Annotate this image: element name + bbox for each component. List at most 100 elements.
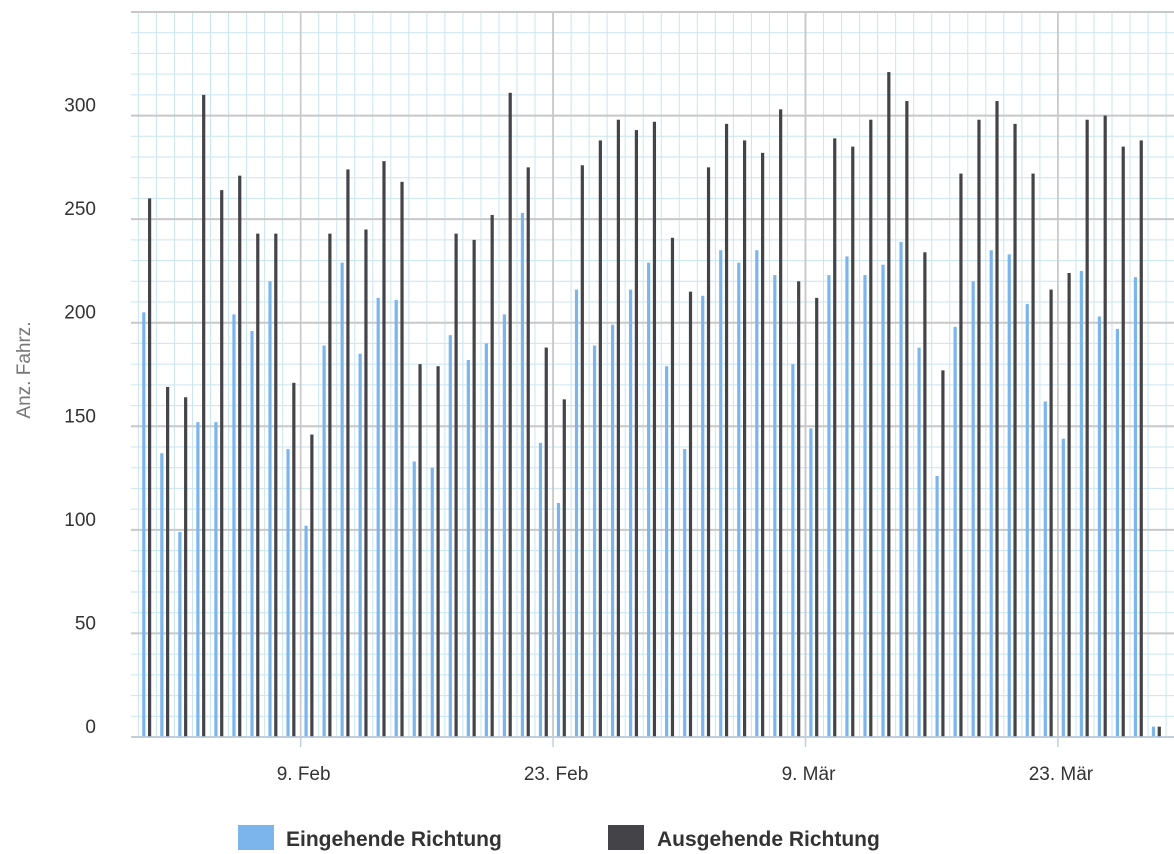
bar-incoming[interactable]	[412, 461, 416, 738]
bar-incoming[interactable]	[683, 449, 687, 737]
bar-outgoing[interactable]	[634, 130, 639, 738]
bar-incoming[interactable]	[232, 314, 236, 737]
bar-incoming[interactable]	[178, 531, 182, 737]
bar-incoming[interactable]	[268, 281, 272, 737]
bar-incoming[interactable]	[1115, 328, 1120, 737]
bar-outgoing[interactable]	[1121, 146, 1125, 738]
bar-outgoing[interactable]	[436, 366, 440, 737]
bar-incoming[interactable]	[1151, 726, 1156, 737]
bar-incoming[interactable]	[466, 360, 470, 737]
bar-outgoing[interactable]	[238, 175, 242, 738]
bar-outgoing[interactable]	[688, 291, 693, 737]
bar-outgoing[interactable]	[995, 101, 999, 738]
bar-incoming[interactable]	[629, 289, 633, 737]
bar-outgoing[interactable]	[1013, 123, 1017, 738]
bar-outgoing[interactable]	[274, 233, 278, 737]
bar-outgoing[interactable]	[454, 233, 458, 737]
bar-incoming[interactable]	[322, 345, 326, 738]
bar-outgoing[interactable]	[310, 434, 314, 737]
bar-incoming[interactable]	[935, 476, 939, 737]
bar-outgoing[interactable]	[905, 101, 909, 738]
bar-incoming[interactable]	[340, 262, 344, 737]
bar-incoming[interactable]	[1133, 277, 1138, 737]
bar-incoming[interactable]	[719, 250, 723, 737]
bar-outgoing[interactable]	[292, 382, 296, 737]
bar-incoming[interactable]	[286, 449, 290, 737]
bar-incoming[interactable]	[899, 241, 903, 737]
bar-incoming[interactable]	[304, 525, 308, 737]
bar-incoming[interactable]	[376, 297, 380, 737]
bar-outgoing[interactable]	[815, 297, 819, 737]
bar-outgoing[interactable]	[328, 233, 332, 737]
bar-incoming[interactable]	[142, 312, 146, 737]
legend-item-incoming[interactable]: Eingehende Richtung	[238, 825, 502, 851]
bar-outgoing[interactable]	[724, 123, 729, 738]
bar-incoming[interactable]	[250, 331, 254, 737]
bar-incoming[interactable]	[538, 442, 543, 737]
bar-outgoing[interactable]	[202, 94, 206, 738]
bar-incoming[interactable]	[1025, 304, 1029, 737]
bar-incoming[interactable]	[160, 453, 164, 737]
bar-incoming[interactable]	[881, 264, 885, 737]
bar-outgoing[interactable]	[742, 140, 747, 737]
bar-incoming[interactable]	[214, 422, 218, 737]
bar-incoming[interactable]	[394, 299, 398, 737]
bar-outgoing[interactable]	[1139, 140, 1143, 737]
bar-outgoing[interactable]	[977, 119, 981, 737]
bar-outgoing[interactable]	[220, 190, 224, 738]
bar-outgoing[interactable]	[364, 229, 368, 738]
bar-incoming[interactable]	[1043, 401, 1047, 737]
legend-item-outgoing[interactable]: Ausgehende Richtung	[608, 825, 880, 851]
bar-incoming[interactable]	[610, 324, 615, 737]
bar-outgoing[interactable]	[706, 167, 711, 737]
bar-outgoing[interactable]	[1103, 115, 1107, 738]
bar-incoming[interactable]	[827, 275, 831, 737]
bar-outgoing[interactable]	[616, 119, 620, 737]
bar-incoming[interactable]	[809, 428, 813, 737]
bar-outgoing[interactable]	[761, 152, 765, 737]
bar-incoming[interactable]	[448, 335, 452, 737]
bar-incoming[interactable]	[1007, 254, 1011, 737]
bar-outgoing[interactable]	[598, 140, 602, 737]
bar-outgoing[interactable]	[1157, 726, 1161, 737]
bar-outgoing[interactable]	[490, 215, 494, 737]
bar-outgoing[interactable]	[544, 347, 548, 737]
bar-incoming[interactable]	[917, 347, 921, 737]
bar-outgoing[interactable]	[400, 181, 404, 737]
bar-outgoing[interactable]	[1049, 289, 1053, 737]
bar-incoming[interactable]	[701, 295, 705, 737]
bar-outgoing[interactable]	[1031, 173, 1035, 738]
bar-outgoing[interactable]	[1067, 273, 1071, 737]
bar-outgoing[interactable]	[941, 370, 945, 737]
bar-outgoing[interactable]	[148, 198, 152, 737]
bar-incoming[interactable]	[863, 275, 867, 737]
bar-outgoing[interactable]	[887, 72, 891, 738]
bar-incoming[interactable]	[1079, 270, 1083, 737]
bar-incoming[interactable]	[647, 262, 651, 737]
bar-outgoing[interactable]	[779, 109, 783, 738]
bar-incoming[interactable]	[196, 422, 200, 737]
bar-incoming[interactable]	[502, 314, 506, 737]
bar-outgoing[interactable]	[652, 121, 657, 738]
bar-incoming[interactable]	[520, 212, 525, 737]
bar-incoming[interactable]	[989, 250, 993, 737]
bar-outgoing[interactable]	[256, 233, 260, 737]
bar-incoming[interactable]	[574, 289, 579, 737]
bar-outgoing[interactable]	[184, 397, 188, 737]
bar-incoming[interactable]	[358, 353, 362, 737]
bar-outgoing[interactable]	[346, 169, 350, 737]
bar-outgoing[interactable]	[797, 281, 801, 737]
bar-outgoing[interactable]	[959, 173, 963, 738]
bar-incoming[interactable]	[484, 343, 488, 737]
bar-outgoing[interactable]	[472, 239, 476, 737]
bar-outgoing[interactable]	[923, 252, 927, 738]
bar-outgoing[interactable]	[526, 167, 530, 737]
bar-incoming[interactable]	[1061, 438, 1065, 737]
bar-outgoing[interactable]	[418, 364, 422, 737]
bar-incoming[interactable]	[430, 467, 434, 737]
bar-outgoing[interactable]	[851, 146, 855, 738]
bar-incoming[interactable]	[791, 364, 795, 737]
bar-incoming[interactable]	[953, 326, 957, 737]
bar-incoming[interactable]	[845, 256, 849, 737]
bar-incoming[interactable]	[971, 281, 975, 737]
